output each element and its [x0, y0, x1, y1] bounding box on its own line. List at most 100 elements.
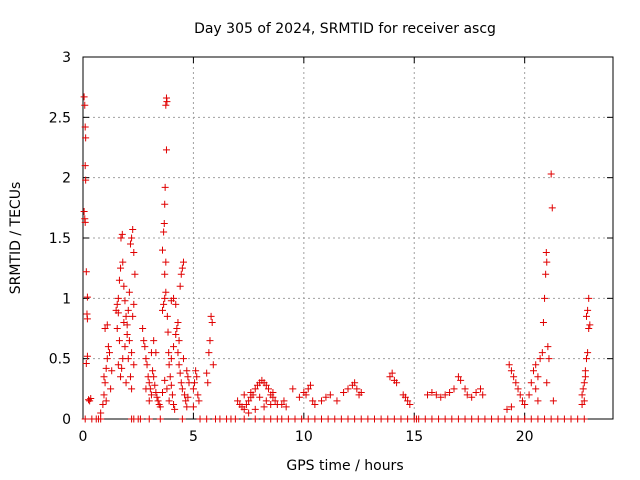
data-point — [128, 385, 136, 393]
y-tick-label: 1 — [62, 291, 71, 307]
data-point — [159, 246, 166, 254]
data-point — [295, 393, 303, 401]
data-point — [115, 337, 123, 345]
data-point — [122, 312, 130, 320]
data-point — [265, 385, 272, 393]
data-point — [441, 415, 449, 423]
data-point — [580, 397, 588, 405]
data-point — [351, 379, 359, 387]
data-point — [167, 355, 175, 363]
data-point — [457, 376, 465, 384]
data-point — [177, 379, 185, 387]
data-point — [340, 388, 348, 396]
data-point — [136, 415, 144, 423]
data-point — [269, 388, 277, 396]
data-point — [479, 391, 487, 399]
data-point — [80, 207, 88, 215]
data-point — [129, 226, 137, 234]
data-point — [240, 405, 248, 413]
data-point — [206, 337, 214, 345]
y-tick-label: 2.5 — [49, 110, 71, 126]
data-point — [160, 220, 168, 228]
x-tick-label: 15 — [405, 429, 423, 445]
data-point — [128, 234, 136, 242]
data-point — [507, 367, 515, 375]
data-point — [117, 264, 125, 272]
data-point — [344, 415, 352, 423]
data-point — [161, 270, 169, 278]
data-point — [514, 415, 522, 423]
data-point — [207, 312, 215, 320]
data-point — [302, 391, 310, 399]
data-point — [152, 349, 160, 357]
data-point — [306, 381, 314, 389]
data-point — [278, 401, 286, 409]
data-point — [101, 325, 109, 332]
data-point — [541, 415, 549, 423]
data-point — [474, 415, 482, 423]
data-point — [159, 388, 166, 396]
data-point — [234, 397, 242, 405]
data-point — [161, 200, 169, 208]
data-point — [351, 415, 359, 423]
data-point — [545, 355, 553, 363]
data-point — [179, 355, 187, 363]
data-point — [130, 300, 138, 308]
data-point — [311, 401, 319, 409]
data-point — [82, 134, 90, 142]
data-point — [390, 415, 398, 423]
x-axis-label: GPS time / hours — [286, 458, 403, 474]
data-point — [534, 373, 542, 381]
data-point — [505, 361, 513, 369]
data-points — [80, 93, 594, 423]
data-point — [122, 379, 130, 387]
data-point — [162, 258, 170, 266]
data-point — [83, 352, 91, 360]
data-point — [580, 379, 588, 387]
data-point — [542, 248, 550, 256]
data-point — [163, 312, 171, 320]
data-point — [256, 393, 264, 401]
data-point — [393, 379, 401, 387]
data-point — [107, 385, 115, 393]
data-point — [192, 367, 200, 375]
x-tick-label: 5 — [189, 429, 198, 445]
y-axis-label: SRMTID / TECUs — [8, 182, 24, 295]
data-point — [103, 321, 111, 329]
data-point — [441, 391, 449, 399]
data-point — [99, 401, 107, 409]
data-point — [209, 361, 217, 369]
data-point — [364, 415, 372, 423]
data-point — [309, 397, 317, 405]
data-point — [260, 415, 268, 423]
data-point — [145, 415, 153, 423]
data-point — [240, 415, 248, 423]
data-point — [240, 391, 248, 399]
data-point — [160, 300, 168, 308]
data-point — [150, 373, 158, 381]
data-point — [121, 343, 129, 351]
data-point — [97, 415, 105, 423]
data-point — [530, 367, 537, 375]
data-point — [161, 183, 169, 191]
data-point — [377, 415, 385, 423]
data-point — [231, 415, 239, 423]
data-point — [183, 403, 191, 411]
data-point — [454, 415, 462, 423]
data-point — [262, 397, 270, 405]
data-point — [130, 248, 138, 256]
data-point — [251, 405, 259, 413]
data-point — [216, 415, 224, 423]
data-point — [344, 385, 352, 393]
data-point — [514, 385, 522, 393]
data-point — [81, 415, 89, 423]
data-point — [298, 415, 306, 423]
data-point — [162, 288, 170, 296]
data-point — [191, 379, 199, 387]
data-point — [446, 388, 454, 396]
data-point — [404, 397, 412, 405]
data-point — [534, 415, 542, 423]
data-point — [267, 415, 275, 423]
data-point — [182, 397, 190, 405]
